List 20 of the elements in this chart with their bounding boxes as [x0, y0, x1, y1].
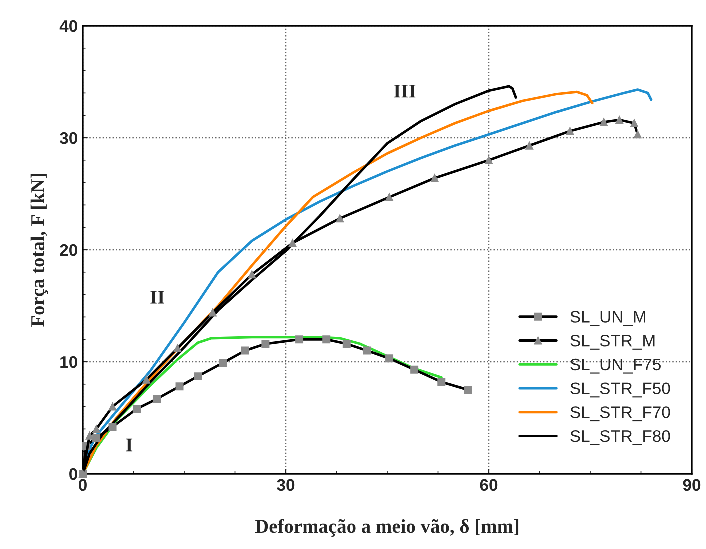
annotation: I	[126, 438, 133, 452]
legend-label: SL_UN_F75	[570, 358, 661, 374]
legend-label: SL_UN_M	[570, 311, 646, 326]
legend-label: SL_STR_F70	[570, 406, 670, 422]
legend-label: SL_STR_F50	[570, 382, 670, 398]
y-tick-label: 10	[60, 356, 78, 368]
annotation: II	[150, 291, 164, 304]
y-axis-title: Força total, F [kN]	[30, 174, 48, 328]
annotation: III	[394, 84, 416, 98]
y-tick-label: 40	[60, 20, 78, 32]
x-tick-label: 0	[79, 479, 87, 492]
x-tick-label: 90	[683, 479, 701, 492]
legend-label: SL_STR_F80	[570, 430, 670, 446]
y-tick-label: 20	[60, 244, 78, 256]
y-tick-label: 0	[70, 468, 78, 480]
x-tick-label: 60	[480, 479, 498, 492]
legend-label: SL_STR_M	[570, 334, 655, 350]
x-axis-title: Deformação a meio vão, δ [mm]	[255, 519, 519, 537]
y-tick-label: 30	[60, 132, 78, 144]
x-tick-label: 30	[277, 479, 295, 492]
